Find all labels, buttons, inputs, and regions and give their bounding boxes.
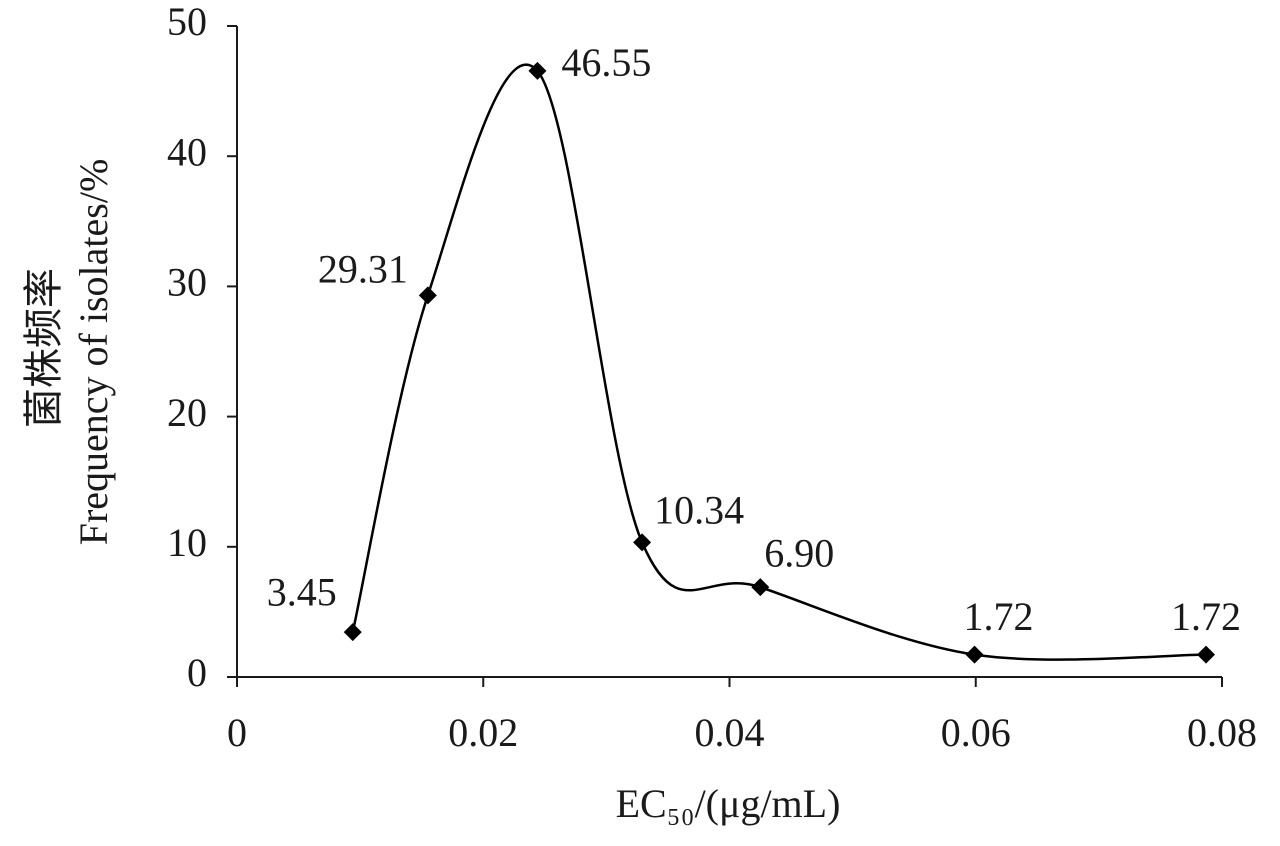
x-tick-label: 0.06 [941, 710, 1011, 755]
data-label: 29.31 [318, 247, 408, 292]
data-label: 10.34 [654, 488, 744, 533]
x-axis-label: EC₅₀/(μg/mL) [616, 781, 841, 826]
x-tick-label: 0 [227, 710, 247, 755]
marker [343, 623, 362, 642]
y-axis-label: 菌株频率 [21, 268, 66, 428]
data-label: 1.72 [964, 594, 1034, 639]
data-label: 1.72 [1171, 594, 1241, 639]
data-label: 46.55 [561, 40, 651, 85]
data-label: 6.90 [764, 530, 834, 575]
marker [1196, 645, 1215, 664]
y-tick-label: 40 [167, 129, 207, 174]
data-label: 3.45 [267, 569, 337, 614]
x-tick-label: 0.08 [1187, 710, 1257, 755]
y-axis-label: Frequency of isolates/% [71, 159, 116, 546]
y-tick-label: 50 [167, 0, 207, 44]
y-tick-label: 0 [187, 650, 207, 695]
marker [633, 533, 652, 552]
y-tick-label: 30 [167, 260, 207, 305]
marker [751, 578, 770, 597]
marker [965, 645, 984, 664]
y-tick-label: 20 [167, 390, 207, 435]
x-tick-label: 0.04 [695, 710, 765, 755]
marker [418, 286, 437, 305]
marker [528, 61, 547, 80]
x-tick-label: 0.02 [448, 710, 518, 755]
y-tick-label: 10 [167, 520, 207, 565]
